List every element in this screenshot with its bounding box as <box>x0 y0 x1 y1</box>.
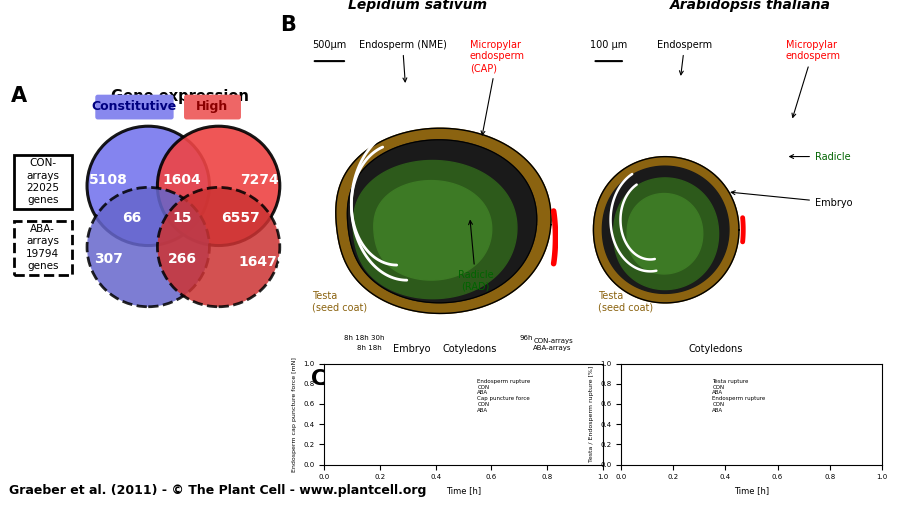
X-axis label: Time [h]: Time [h] <box>446 486 482 495</box>
Ellipse shape <box>158 126 280 245</box>
Polygon shape <box>347 140 536 303</box>
Polygon shape <box>593 157 739 303</box>
Text: Radicle
(RAD): Radicle (RAD) <box>458 221 493 291</box>
Text: CON-
arrays
22025
genes: CON- arrays 22025 genes <box>26 158 59 206</box>
Text: CON-arrays
ABA-arrays: CON-arrays ABA-arrays <box>533 338 573 351</box>
Polygon shape <box>353 161 517 298</box>
Y-axis label: Endosperm cap puncture force [mN]: Endosperm cap puncture force [mN] <box>292 357 298 472</box>
Text: 1604: 1604 <box>163 173 202 187</box>
Text: 500μm: 500μm <box>312 40 346 50</box>
Text: 6557: 6557 <box>220 211 259 225</box>
Text: Embryo: Embryo <box>392 344 430 354</box>
Text: Embryo: Embryo <box>731 191 852 208</box>
Text: Testa rupture
CON
ABA
Endosperm rupture
CON
ABA: Testa rupture CON ABA Endosperm rupture … <box>713 379 766 413</box>
Text: 5108: 5108 <box>89 173 128 187</box>
Text: Endosperm (NME): Endosperm (NME) <box>358 40 446 82</box>
FancyBboxPatch shape <box>184 94 241 120</box>
Text: ABA-
arrays
19794
genes: ABA- arrays 19794 genes <box>26 224 59 271</box>
Text: 7274: 7274 <box>240 173 279 187</box>
Text: Constitutive: Constitutive <box>92 100 177 114</box>
Text: Radicle: Radicle <box>789 152 850 162</box>
Polygon shape <box>614 178 718 289</box>
FancyBboxPatch shape <box>14 221 72 275</box>
Text: Cotyledons: Cotyledons <box>443 344 497 354</box>
Text: Testa
(seed coat): Testa (seed coat) <box>312 291 367 313</box>
Text: Micropylar
endosperm
(CAP): Micropylar endosperm (CAP) <box>470 40 525 135</box>
Text: Testa
(seed coat): Testa (seed coat) <box>598 291 653 313</box>
Text: High: High <box>196 100 229 114</box>
Ellipse shape <box>87 126 210 245</box>
Text: Micropylar
endosperm: Micropylar endosperm <box>786 40 841 117</box>
Polygon shape <box>374 181 491 280</box>
Text: Lepidium sativum: Lepidium sativum <box>347 0 487 12</box>
Text: Arabidopsis thaliana: Arabidopsis thaliana <box>670 0 831 12</box>
Ellipse shape <box>158 187 280 307</box>
Text: 96h: 96h <box>519 335 533 341</box>
Text: 266: 266 <box>167 252 196 266</box>
Text: Gene expression: Gene expression <box>112 89 249 105</box>
Polygon shape <box>336 128 551 314</box>
Text: 66: 66 <box>122 211 141 225</box>
Text: 100 μm: 100 μm <box>590 40 627 50</box>
FancyBboxPatch shape <box>14 155 72 209</box>
Text: 16479: 16479 <box>238 256 287 269</box>
Text: 8h 18h: 8h 18h <box>357 345 382 351</box>
Ellipse shape <box>87 187 210 307</box>
X-axis label: Time [h]: Time [h] <box>734 486 770 495</box>
FancyBboxPatch shape <box>95 94 174 120</box>
Text: 15: 15 <box>172 211 192 225</box>
Y-axis label: Testa / Endosperm rupture [%]: Testa / Endosperm rupture [%] <box>590 366 595 462</box>
Polygon shape <box>627 193 703 274</box>
Text: Cotyledons: Cotyledons <box>688 344 742 354</box>
Text: 307: 307 <box>94 252 123 266</box>
Text: A: A <box>11 86 27 107</box>
Text: Endosperm rupture
CON
ABA
Cap puncture force
CON
ABA: Endosperm rupture CON ABA Cap puncture f… <box>477 379 531 413</box>
Text: C: C <box>310 369 326 389</box>
Text: Endosperm: Endosperm <box>657 40 712 75</box>
Text: B: B <box>280 15 295 35</box>
Text: 8h 18h 30h: 8h 18h 30h <box>344 335 384 341</box>
Polygon shape <box>602 166 729 293</box>
Text: Graeber et al. (2011) - © The Plant Cell - www.plantcell.org: Graeber et al. (2011) - © The Plant Cell… <box>9 484 427 497</box>
